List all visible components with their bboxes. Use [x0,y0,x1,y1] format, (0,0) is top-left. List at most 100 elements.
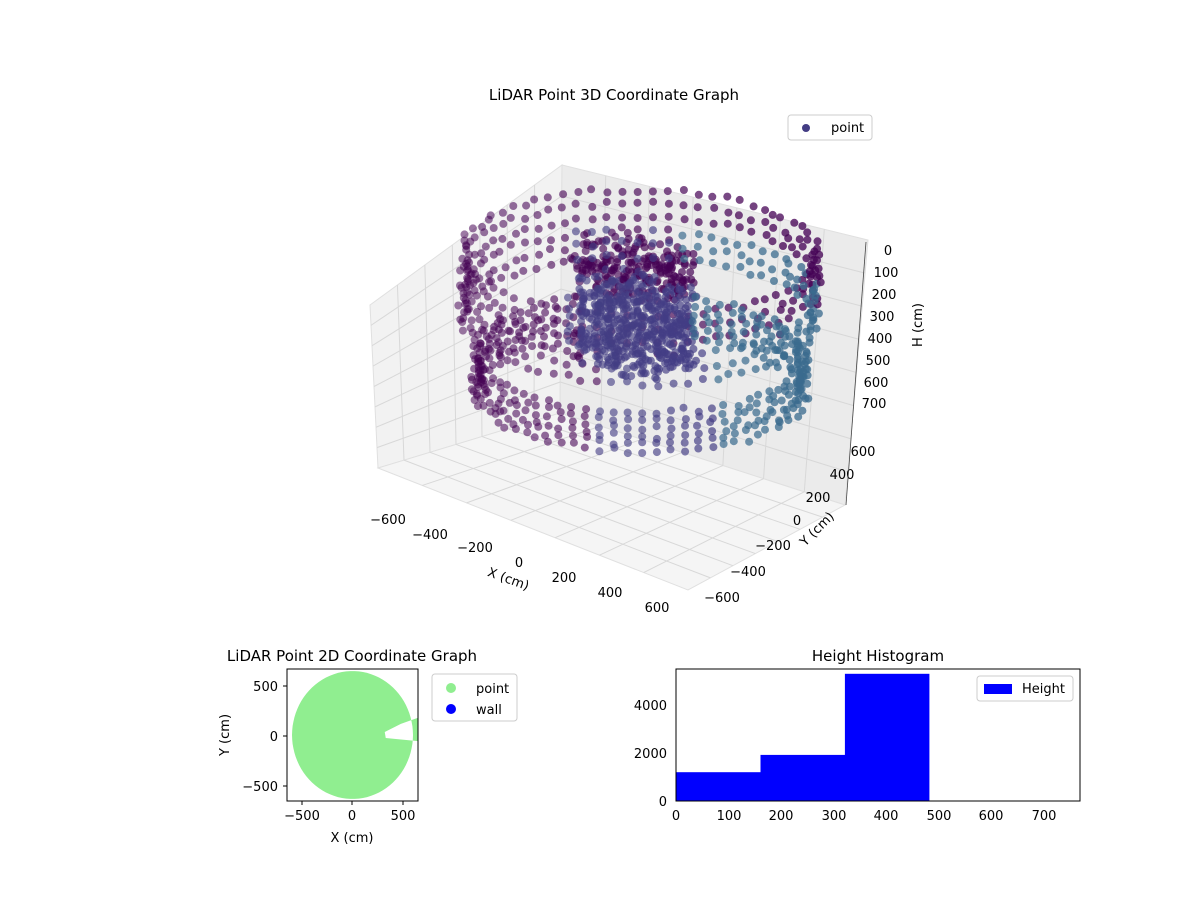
point-3d [571,199,580,208]
point-3d [680,254,689,263]
point-3d [633,225,642,234]
point-3d [728,308,737,317]
point-3d [680,261,689,270]
point-3d [588,202,597,211]
point-3d [498,234,507,243]
point-3d [799,281,808,290]
point-3d [533,237,542,246]
point-3d [496,346,505,355]
point-3d [811,291,820,300]
point-3d [677,330,686,339]
hist-x-tick: 500 [927,809,952,824]
hist-x-tick: 100 [717,809,742,824]
point-3d [776,213,784,222]
chart-3d-title: LiDAR Point 3D Coordinate Graph [489,86,739,104]
point-3d [662,324,671,333]
point-3d [679,201,688,210]
point-3d [745,437,754,446]
point-3d [777,396,786,405]
point-3d [504,414,513,423]
hist-x-tick: 0 [672,809,680,824]
point-3d [650,273,659,282]
point-3d [675,310,684,318]
point-3d [638,409,647,418]
y-tick-3d: 0 [793,514,801,529]
point-3d [503,356,512,365]
point-3d [734,408,743,417]
z-tick-3d: 0 [884,244,892,259]
point-3d [707,404,716,413]
point-3d [488,361,497,369]
point-3d [509,344,518,353]
point-3d [785,382,794,391]
histogram-y-ticks: 0 2000 4000 [634,699,667,810]
point-3d [530,195,539,204]
point-3d [652,375,661,384]
point-3d [633,322,642,331]
point-3d [535,250,544,259]
point-3d [479,401,488,410]
hist-x-tick: 700 [1032,809,1057,824]
point-3d [519,323,528,332]
point-3d [554,424,563,433]
point-3d [770,398,779,407]
point-3d [633,328,642,337]
x-tick-2d: 0 [348,809,356,824]
point-3d [759,353,768,362]
point-3d [641,291,650,300]
point-3d [793,354,802,363]
point-3d [476,357,485,365]
point-3d [663,187,672,196]
point-3d [609,428,618,437]
point-3d [571,214,580,223]
point-3d [578,303,587,312]
points-3d [454,185,825,458]
point-3d [694,218,703,227]
point-3d [662,331,671,340]
point-3d [623,432,632,441]
point-3d [760,295,769,304]
point-3d [669,379,678,388]
point-3d [604,315,613,324]
point-3d [752,408,761,417]
point-3d [510,271,519,280]
point-3d [564,370,573,379]
point-3d [638,432,647,441]
point-3d [715,316,724,325]
point-3d [524,309,533,318]
point-3d [465,258,474,267]
point-3d [692,356,700,365]
point-3d [661,293,670,302]
point-3d [689,250,698,258]
point-3d [722,427,731,436]
point-3d [647,298,656,307]
point-3d [803,235,812,244]
point-3d [705,318,714,327]
y-tick-3d: −200 [755,539,791,554]
point-3d [720,417,729,426]
point-3d [729,300,738,309]
point-3d [496,353,505,362]
point-3d [541,308,550,317]
legend-2d: point wall [431,673,518,722]
point-3d [531,401,540,410]
point-3d [777,338,785,347]
point-3d [708,427,717,436]
point-3d [648,187,657,196]
z-tick-3d: 400 [868,332,893,347]
x-tick-3d: 0 [515,556,523,571]
point-3d [679,403,688,412]
point-3d [633,214,642,222]
point-3d [708,192,717,201]
x-ticks-2d: −500 0 500 [284,801,415,824]
point-3d [658,347,667,356]
point-3d [454,301,463,310]
point-3d [698,375,707,383]
point-3d [565,322,574,331]
point-3d [770,250,779,259]
point-3d [723,219,732,228]
point-3d [518,415,527,424]
point-3d [804,299,813,308]
point-3d [776,305,785,314]
point-3d [784,234,793,243]
